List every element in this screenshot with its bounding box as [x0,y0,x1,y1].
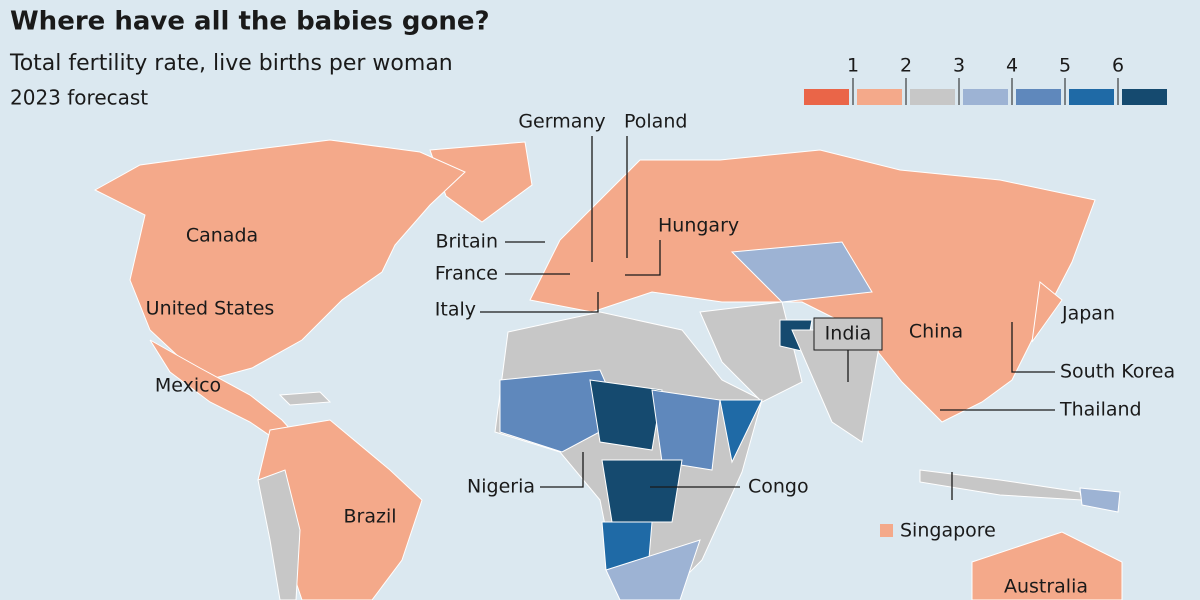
indonesia [919,469,1083,501]
label: South Korea [1060,361,1175,383]
label: Brazil [343,506,396,528]
legend-tick-label: 1 [847,55,859,77]
label: Congo [748,476,809,498]
label: Nigeria [467,476,535,498]
label: Britain [435,231,498,253]
label: Mexico [155,375,221,397]
note: 2023 forecast [10,86,148,110]
somalia [719,399,763,464]
east-africa [651,389,721,471]
label: Thailand [1059,399,1142,421]
label: France [435,263,498,285]
legend-swatch [804,89,849,105]
japan [1031,281,1063,343]
legend-tick-label: 2 [900,55,912,77]
leader-lines [480,136,1055,500]
legend-swatch [1069,89,1114,105]
label: Poland [624,111,687,133]
subtitle: Total fertility rate, live births per wo… [9,51,453,76]
central-asia [730,241,873,303]
labels: Germany Poland Hungary Britain France It… [146,111,1175,598]
legend: 1 2 3 4 5 6 [804,55,1167,105]
congo-region [601,459,683,523]
label: China [909,321,963,343]
sahel [589,379,663,451]
legend-swatch [1122,89,1167,105]
legend-swatch [910,89,955,105]
north-america [93,139,466,379]
legend-tick-label: 6 [1112,55,1124,77]
legend-tick-label: 4 [1006,55,1018,77]
middle-east [699,301,803,403]
legend-swatch [1016,89,1061,105]
india-box [813,317,883,351]
caribbean [278,391,332,406]
label: United States [146,298,275,320]
label: Canada [186,225,258,247]
label: Singapore [900,520,996,542]
legend-tick-label: 5 [1059,55,1071,77]
singapore-swatch [880,524,893,537]
label: Germany [518,111,605,133]
label: Japan [1061,303,1115,325]
southern-africa [605,539,701,600]
andes [257,469,301,600]
australia [971,531,1123,600]
label: Australia [1004,576,1088,598]
land [93,139,1123,600]
papua [1079,487,1121,513]
label: Hungary [658,215,739,237]
legend-swatch [857,89,902,105]
label: India [825,323,872,345]
title: Where have all the babies gone? [10,7,490,37]
legend-tick-label: 3 [953,55,965,77]
label: Italy [435,299,476,321]
legend-swatch [963,89,1008,105]
